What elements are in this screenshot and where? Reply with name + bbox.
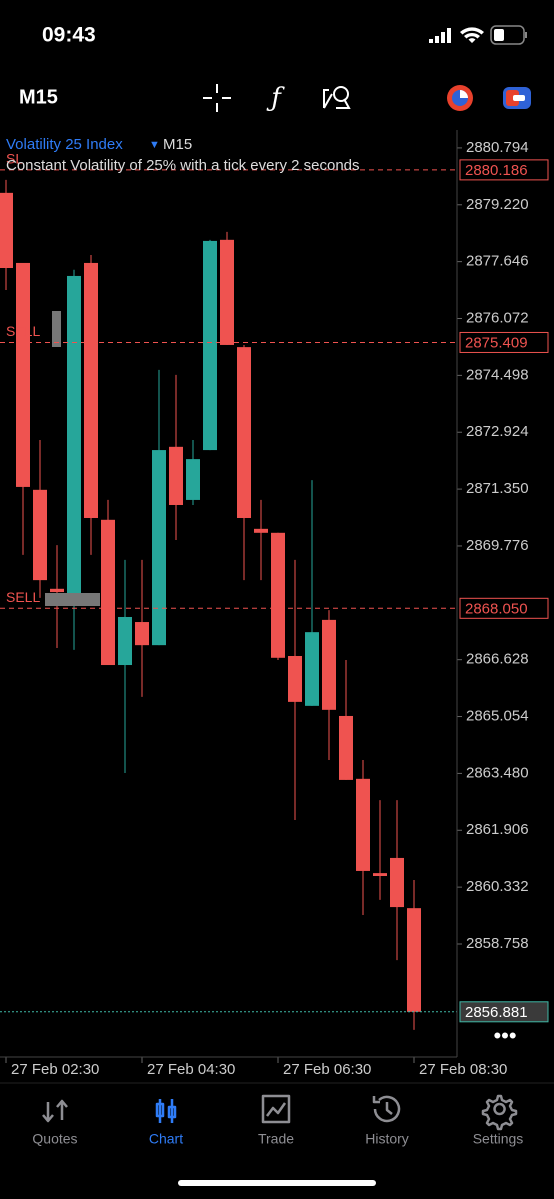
candle-body [237, 347, 251, 518]
candle-body [254, 528, 268, 533]
price-label-box [459, 331, 549, 353]
candle-body [50, 588, 64, 593]
y-tick-label: 2879.220 [466, 196, 529, 213]
chart[interactable]: 2880.794 2879.220 2877.646 2876.072 2874.498… [0, 139, 549, 1078]
candle-body [118, 616, 132, 666]
price-label-box [459, 597, 549, 619]
y-tick-label: 2876.072 [466, 309, 529, 326]
y-tick-label: 2872.924 [466, 423, 529, 440]
candle-body [203, 240, 217, 451]
tab-label[interactable]: Trade [258, 1131, 294, 1147]
position-marker [52, 311, 61, 347]
candle-body [33, 489, 47, 581]
candle-body [271, 532, 285, 658]
level-name: SELL [6, 323, 40, 339]
price-label: 2880.186 [465, 162, 528, 179]
y-tick-label: 2858.758 [466, 935, 529, 952]
tab-icon[interactable] [372, 1095, 401, 1123]
status-time: 09:43 [42, 24, 96, 47]
y-tick-label: 2877.646 [466, 253, 529, 270]
level-name: SELL [6, 589, 40, 605]
y-tick-label: 2861.906 [466, 821, 529, 838]
x-tick-label: 27 Feb 08:30 [419, 1061, 507, 1078]
y-tick-label: 2871.350 [466, 480, 529, 497]
candle-body [67, 275, 81, 594]
timeframe-button[interactable]: M15 [19, 86, 58, 108]
candle-body [407, 908, 421, 1012]
tab-label[interactable]: Chart [149, 1131, 183, 1147]
signals-button[interactable] [447, 85, 473, 111]
crosshair-button[interactable] [203, 84, 231, 112]
status-icons [429, 25, 527, 45]
y-tick-label: 2880.794 [466, 139, 529, 156]
candle-body [84, 262, 98, 518]
candle-body [339, 715, 353, 780]
indicators-button[interactable]: ƒ [266, 83, 285, 113]
y-tick-label: 2863.480 [466, 764, 529, 781]
tab-label[interactable]: Settings [473, 1131, 524, 1147]
candle-body [0, 192, 13, 269]
tab-icon[interactable] [42, 1099, 68, 1123]
candle-body [220, 239, 234, 345]
price-label-box [459, 159, 549, 181]
price-label: 2875.409 [465, 334, 528, 351]
y-tick-label: 2869.776 [466, 537, 529, 554]
objects-button[interactable] [323, 86, 351, 109]
y-tick-label: 2866.628 [466, 651, 529, 668]
candle-body [356, 778, 370, 871]
candle-body [186, 459, 200, 500]
x-tick-label: 27 Feb 06:30 [283, 1061, 371, 1078]
tab-label[interactable]: Quotes [32, 1131, 77, 1147]
candle-body [305, 632, 319, 706]
tab-bar: Quotes Chart Trade History Settings [32, 1094, 524, 1147]
chart-timeframe: M15 [163, 136, 192, 153]
more-button[interactable]: ••• [493, 1023, 516, 1048]
home-indicator [178, 1180, 376, 1186]
x-tick-label: 27 Feb 02:30 [11, 1061, 99, 1078]
price-label: 2868.050 [465, 600, 528, 617]
tab-label[interactable]: History [365, 1131, 409, 1147]
symbol-name[interactable]: Volatility 25 Index [6, 136, 123, 153]
tab-icon[interactable] [261, 1094, 291, 1124]
candle-body [169, 446, 183, 505]
price-label-box [459, 1001, 549, 1023]
candle-body [135, 622, 149, 646]
symbol-dropdown[interactable]: ▼ [149, 139, 160, 151]
y-tick-label: 2874.498 [466, 366, 529, 383]
price-label: 2856.881 [465, 1004, 528, 1021]
level-name: SL [6, 151, 23, 167]
x-tick-label: 27 Feb 04:30 [147, 1061, 235, 1078]
position-marker [45, 593, 100, 606]
y-tick-label: 2865.054 [466, 708, 529, 725]
y-tick-label: 2860.332 [466, 878, 529, 895]
trade-button[interactable] [503, 87, 531, 109]
candle-body [373, 873, 387, 877]
symbol-description: Constant Volatility of 25% with a tick e… [6, 157, 360, 174]
candle-body [322, 619, 336, 710]
tab-icon[interactable] [481, 1094, 518, 1131]
candle-body [288, 655, 302, 702]
candle-body [101, 519, 115, 666]
candle-body [16, 262, 30, 487]
candle-body [152, 450, 166, 646]
tab-icon[interactable] [155, 1099, 177, 1123]
candle-body [390, 857, 404, 908]
